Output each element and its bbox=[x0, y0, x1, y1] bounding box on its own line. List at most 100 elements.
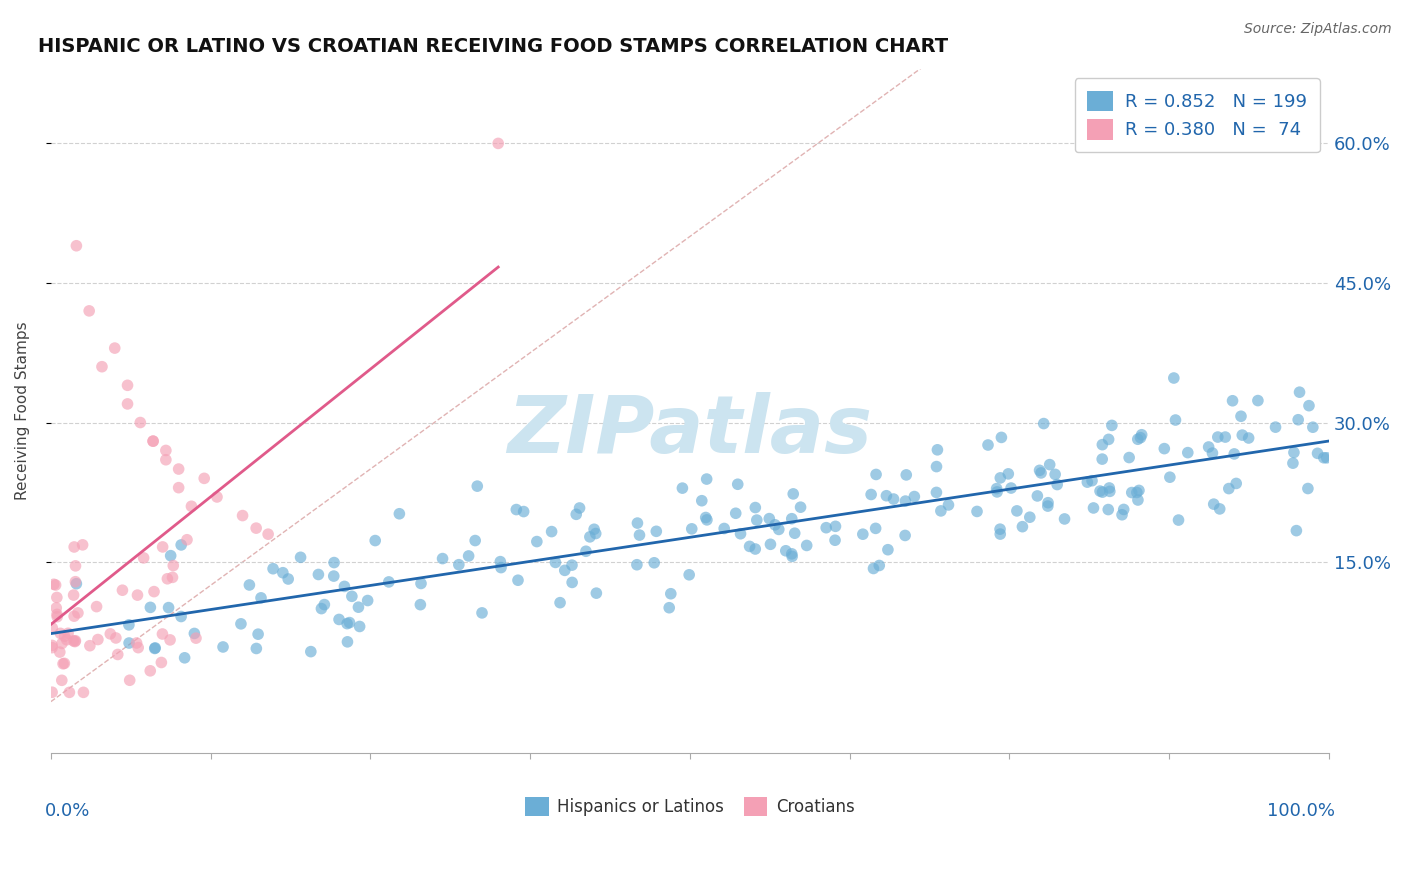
Point bbox=[409, 576, 432, 591]
Text: 100.0%: 100.0% bbox=[1267, 802, 1336, 820]
Point bbox=[277, 572, 299, 586]
Point bbox=[117, 378, 139, 392]
Point bbox=[127, 588, 149, 602]
Point bbox=[713, 521, 735, 535]
Point bbox=[759, 537, 782, 551]
Point bbox=[658, 600, 681, 615]
Point bbox=[575, 544, 598, 558]
Point bbox=[1011, 519, 1033, 533]
Point bbox=[322, 569, 344, 583]
Point bbox=[159, 549, 181, 563]
Point bbox=[45, 601, 67, 615]
Point bbox=[1163, 371, 1185, 385]
Point bbox=[205, 490, 228, 504]
Point bbox=[157, 600, 180, 615]
Point bbox=[1298, 399, 1320, 413]
Point bbox=[104, 341, 127, 355]
Point bbox=[486, 136, 509, 151]
Point bbox=[585, 586, 607, 600]
Point bbox=[977, 438, 1000, 452]
Point bbox=[824, 519, 846, 533]
Y-axis label: Receiving Food Stamps: Receiving Food Stamps bbox=[15, 322, 30, 500]
Point bbox=[87, 632, 110, 647]
Text: ZIPatlas: ZIPatlas bbox=[508, 392, 873, 470]
Point bbox=[783, 526, 806, 541]
Point bbox=[877, 542, 900, 557]
Point bbox=[988, 522, 1011, 536]
Point bbox=[986, 484, 1008, 499]
Point bbox=[927, 442, 949, 457]
Point bbox=[894, 528, 917, 542]
Point bbox=[156, 572, 179, 586]
Point bbox=[183, 626, 205, 640]
Point bbox=[117, 397, 139, 411]
Point bbox=[1005, 504, 1028, 518]
Text: 0.0%: 0.0% bbox=[45, 802, 90, 820]
Point bbox=[506, 573, 529, 587]
Point bbox=[1222, 393, 1244, 408]
Point bbox=[62, 588, 84, 602]
Point bbox=[865, 467, 887, 482]
Point bbox=[333, 579, 356, 593]
Point bbox=[155, 443, 177, 458]
Point bbox=[1177, 445, 1199, 459]
Point bbox=[1126, 493, 1149, 508]
Point bbox=[1230, 409, 1253, 424]
Point bbox=[763, 517, 786, 532]
Point bbox=[1296, 482, 1319, 496]
Point bbox=[1232, 428, 1254, 442]
Point bbox=[167, 481, 190, 495]
Point bbox=[744, 541, 766, 556]
Point bbox=[1225, 476, 1247, 491]
Point bbox=[170, 538, 193, 552]
Point bbox=[990, 430, 1012, 444]
Point bbox=[659, 587, 682, 601]
Point bbox=[1000, 481, 1022, 495]
Point bbox=[1126, 432, 1149, 446]
Point bbox=[143, 641, 166, 656]
Point bbox=[464, 533, 486, 548]
Point bbox=[678, 567, 700, 582]
Point bbox=[65, 558, 87, 573]
Point bbox=[1111, 508, 1133, 522]
Point bbox=[724, 506, 747, 520]
Point bbox=[860, 487, 883, 501]
Point bbox=[465, 479, 488, 493]
Point bbox=[250, 591, 273, 605]
Point bbox=[1237, 431, 1260, 445]
Point bbox=[347, 600, 370, 615]
Point bbox=[768, 523, 790, 537]
Point bbox=[1202, 497, 1225, 511]
Point bbox=[176, 533, 198, 547]
Point bbox=[91, 359, 114, 374]
Point bbox=[1167, 513, 1189, 527]
Point bbox=[62, 633, 84, 648]
Point bbox=[512, 505, 534, 519]
Point bbox=[883, 491, 905, 506]
Point bbox=[58, 685, 80, 699]
Point bbox=[988, 527, 1011, 541]
Point bbox=[471, 606, 494, 620]
Point bbox=[51, 673, 73, 688]
Point bbox=[349, 619, 371, 633]
Point bbox=[727, 477, 749, 491]
Point bbox=[526, 534, 548, 549]
Point bbox=[745, 513, 768, 527]
Point bbox=[42, 577, 65, 591]
Point bbox=[1313, 450, 1336, 465]
Point bbox=[340, 590, 363, 604]
Point bbox=[1098, 481, 1121, 495]
Point bbox=[86, 599, 108, 614]
Point bbox=[232, 508, 254, 523]
Text: HISPANIC OR LATINO VS CROATIAN RECEIVING FOOD STAMPS CORRELATION CHART: HISPANIC OR LATINO VS CROATIAN RECEIVING… bbox=[38, 37, 948, 56]
Point bbox=[364, 533, 387, 548]
Point bbox=[696, 472, 718, 486]
Point bbox=[142, 434, 165, 449]
Point bbox=[118, 636, 141, 650]
Point bbox=[626, 558, 648, 572]
Point bbox=[1039, 458, 1062, 472]
Point bbox=[862, 561, 884, 575]
Point bbox=[79, 639, 101, 653]
Point bbox=[388, 507, 411, 521]
Point bbox=[1121, 485, 1143, 500]
